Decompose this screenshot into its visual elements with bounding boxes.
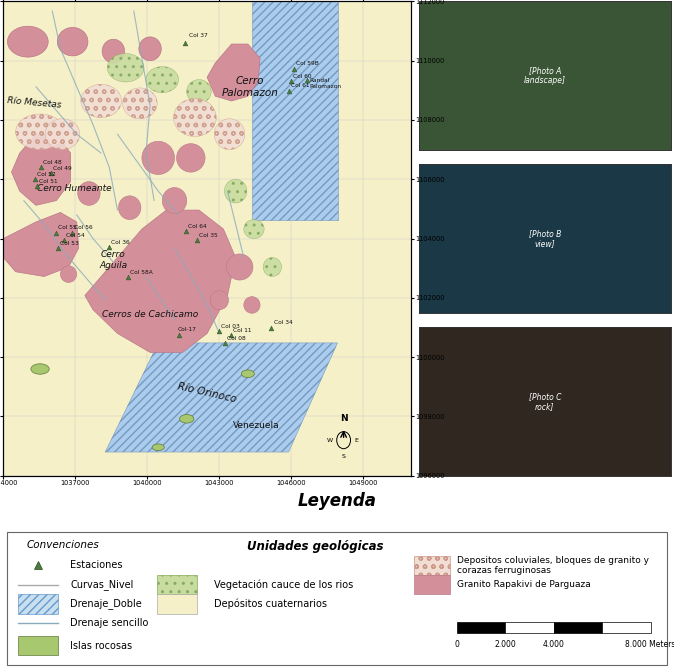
Text: Leyenda: Leyenda — [297, 492, 377, 510]
Text: Col 61: Col 61 — [290, 83, 309, 88]
Text: Cerro Humeante: Cerro Humeante — [37, 184, 112, 193]
Ellipse shape — [142, 141, 175, 175]
Ellipse shape — [214, 119, 245, 150]
Ellipse shape — [7, 26, 49, 57]
Ellipse shape — [173, 98, 216, 136]
Bar — [18, 594, 58, 613]
Ellipse shape — [123, 88, 157, 119]
Text: Cerros de Cachicamo: Cerros de Cachicamo — [102, 310, 198, 319]
Bar — [457, 622, 506, 633]
Text: Col 08: Col 08 — [228, 336, 246, 341]
Text: Col 54: Col 54 — [66, 233, 84, 238]
Ellipse shape — [81, 84, 121, 118]
Ellipse shape — [241, 370, 254, 377]
Text: Col 64: Col 64 — [188, 224, 207, 229]
Ellipse shape — [107, 54, 144, 82]
Text: Col 60: Col 60 — [293, 74, 311, 79]
Polygon shape — [3, 213, 79, 276]
Ellipse shape — [179, 415, 194, 423]
Ellipse shape — [146, 67, 179, 93]
Text: Col 11: Col 11 — [233, 328, 251, 333]
Text: Convenciones: Convenciones — [27, 541, 100, 551]
Text: Col 34: Col 34 — [274, 320, 293, 325]
Text: Randal
Palomazon: Randal Palomazon — [309, 78, 341, 89]
Text: [Photo C
rock]: [Photo C rock] — [528, 392, 561, 411]
Polygon shape — [105, 343, 338, 452]
Text: Col 52: Col 52 — [37, 172, 56, 177]
Ellipse shape — [102, 39, 125, 63]
Ellipse shape — [210, 291, 228, 310]
Text: Cerro
Palomazon: Cerro Palomazon — [222, 76, 278, 98]
Text: [Photo B
view]: [Photo B view] — [528, 229, 561, 248]
Text: Venezuela: Venezuela — [233, 421, 279, 430]
Ellipse shape — [31, 364, 49, 374]
Ellipse shape — [224, 179, 247, 203]
Ellipse shape — [78, 181, 100, 205]
Ellipse shape — [152, 444, 164, 451]
Bar — [157, 594, 197, 613]
Text: Col 55: Col 55 — [59, 225, 77, 231]
Text: N: N — [340, 414, 347, 423]
Text: Islas rocosas: Islas rocosas — [70, 640, 132, 650]
Text: Granito Rapakivi de Parguaza: Granito Rapakivi de Parguaza — [457, 580, 591, 589]
Bar — [554, 622, 603, 633]
Polygon shape — [11, 134, 71, 205]
Bar — [414, 575, 450, 594]
Text: S: S — [342, 454, 346, 459]
Text: Col 37: Col 37 — [189, 33, 208, 38]
Text: Col 35: Col 35 — [200, 233, 218, 238]
Text: Col 48: Col 48 — [43, 160, 61, 165]
Ellipse shape — [57, 27, 88, 56]
Ellipse shape — [162, 187, 187, 213]
Polygon shape — [85, 210, 236, 353]
Text: Col 49: Col 49 — [53, 166, 72, 171]
Text: Cerro
Aguila: Cerro Aguila — [99, 250, 127, 270]
Text: [Photo A
landscape]: [Photo A landscape] — [524, 66, 566, 85]
Ellipse shape — [61, 266, 77, 282]
Bar — [506, 622, 554, 633]
Ellipse shape — [263, 258, 282, 276]
Text: Col-17: Col-17 — [177, 326, 196, 332]
Ellipse shape — [187, 80, 211, 103]
Text: Col 36: Col 36 — [111, 240, 129, 245]
Ellipse shape — [244, 296, 260, 313]
Text: W: W — [326, 438, 332, 443]
Text: Col 53: Col 53 — [61, 241, 79, 246]
Text: E: E — [355, 438, 359, 443]
Bar — [414, 555, 450, 575]
Bar — [157, 575, 197, 594]
Text: Río Mesetas: Río Mesetas — [7, 96, 61, 110]
Ellipse shape — [177, 144, 205, 172]
Ellipse shape — [226, 254, 253, 280]
Polygon shape — [207, 44, 260, 101]
Text: 4.000: 4.000 — [543, 640, 565, 649]
Text: Estaciones: Estaciones — [70, 560, 123, 570]
Bar — [18, 636, 58, 655]
Text: Vegetación cauce de los rios: Vegetación cauce de los rios — [214, 579, 353, 590]
Text: Depositos coluviales, bloques de granito y corazas ferruginosas: Depositos coluviales, bloques de granito… — [457, 555, 649, 575]
Text: Drenaje_Doble: Drenaje_Doble — [70, 599, 142, 609]
Text: Col 56: Col 56 — [74, 225, 92, 231]
Text: Drenaje sencillo: Drenaje sencillo — [70, 618, 148, 628]
Text: Curvas_Nivel: Curvas_Nivel — [70, 579, 133, 590]
Ellipse shape — [119, 196, 141, 219]
Text: Col 58A: Col 58A — [129, 270, 152, 275]
Ellipse shape — [244, 219, 264, 239]
Text: Unidades geológicas: Unidades geológicas — [247, 541, 384, 553]
Text: Col 51: Col 51 — [39, 179, 57, 184]
Text: Depósitos cuaternarios: Depósitos cuaternarios — [214, 599, 327, 609]
Ellipse shape — [139, 37, 161, 61]
Text: Col 03: Col 03 — [220, 324, 239, 328]
Text: 8.000 Meters: 8.000 Meters — [625, 640, 674, 649]
Text: 2.000: 2.000 — [495, 640, 516, 649]
Ellipse shape — [45, 119, 80, 150]
Ellipse shape — [16, 114, 65, 150]
Text: Río Orinoco: Río Orinoco — [177, 381, 237, 404]
Text: Col 59B: Col 59B — [297, 62, 319, 66]
Polygon shape — [252, 1, 338, 219]
Text: 0: 0 — [455, 640, 460, 649]
Bar — [603, 622, 650, 633]
